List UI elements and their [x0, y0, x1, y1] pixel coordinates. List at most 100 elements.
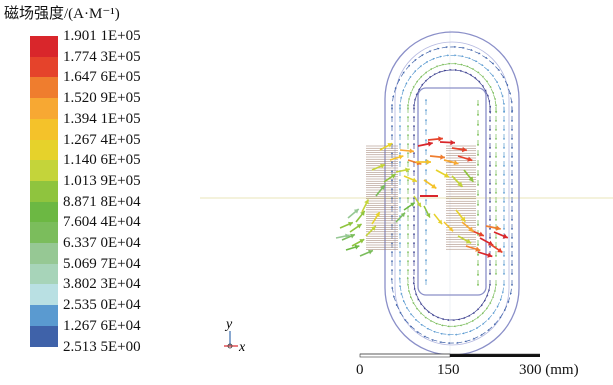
field-vector-head: [447, 54, 450, 57]
field-vector-head: [510, 210, 514, 212]
field-vector-head: [481, 75, 485, 78]
field-vector-head: [486, 68, 489, 71]
field-vector-head: [502, 246, 506, 248]
field-vector-head: [399, 311, 402, 314]
field-vector-head: [437, 219, 443, 225]
field-vector-head: [424, 189, 428, 191]
field-vector-head: [494, 192, 498, 194]
field-vector-head: [452, 318, 455, 322]
legend-swatch: [30, 263, 58, 285]
field-vector-head: [436, 65, 439, 68]
field-vector-head: [488, 264, 492, 266]
field-vector-head: [390, 277, 393, 280]
field-vector-head: [415, 319, 418, 322]
legend-swatch: [30, 118, 58, 140]
field-vector-head: [415, 93, 418, 96]
field-vector-head: [495, 111, 498, 114]
field-vector-head: [441, 324, 444, 327]
field-vector-head: [488, 228, 492, 230]
field-vector-head: [502, 255, 506, 257]
field-vector-head: [398, 251, 402, 253]
field-vector-head: [476, 264, 480, 266]
field-vector-head: [398, 154, 404, 160]
field-vector-head: [472, 337, 475, 340]
field-vector-head: [510, 192, 514, 194]
field-vector-head: [494, 183, 498, 185]
field-vector-head: [491, 62, 494, 65]
field-vector-head: [481, 304, 483, 307]
field-vector-head: [487, 252, 493, 258]
field-vector-head: [414, 70, 417, 73]
field-vector-head: [410, 325, 413, 328]
field-vector-head: [494, 284, 498, 286]
legend-swatch: [30, 325, 58, 347]
field-vector-head: [494, 273, 498, 275]
field-vector-head: [510, 165, 514, 167]
field-vector-head: [397, 78, 400, 81]
field-vector-head: [488, 147, 492, 149]
field-vector-head: [499, 316, 502, 319]
field-vector-head: [409, 91, 412, 94]
field-vector-head: [390, 174, 396, 179]
field-vector-head: [476, 154, 480, 156]
field-vector-head: [424, 119, 428, 121]
field-vector-head: [468, 176, 474, 182]
field-vector-head: [494, 165, 498, 167]
field-vector-head: [502, 174, 506, 176]
field-vector-head: [510, 120, 514, 122]
field-vector-head: [406, 104, 410, 106]
field-vector-head: [419, 65, 422, 68]
field-vector-head: [494, 156, 498, 158]
field-vector-head: [448, 62, 451, 65]
field-vector-head: [435, 322, 438, 325]
field-vector-head: [510, 138, 514, 140]
field-vector-head: [457, 318, 460, 321]
field-vector-head: [412, 215, 416, 217]
field-vector-head: [480, 333, 483, 336]
legend-swatch: [30, 201, 58, 223]
field-vector-head: [354, 244, 360, 250]
field-vector-head: [511, 110, 514, 113]
field-vector-head: [408, 289, 411, 292]
field-vector-head: [426, 213, 431, 218]
field-vector-head: [454, 54, 457, 57]
field-vector-head: [415, 293, 418, 296]
field-vector-head: [439, 341, 442, 344]
field-vector-head: [404, 319, 407, 322]
field-vector-head: [460, 216, 466, 222]
field-vector-head: [426, 159, 431, 165]
field-vector-head: [510, 129, 514, 131]
field-vector-head: [442, 63, 445, 66]
core-middle-outline: [394, 41, 510, 346]
field-vector-head: [483, 299, 486, 302]
field-vector-head: [430, 68, 433, 71]
field-vector-head: [488, 120, 492, 122]
field-vector-head: [476, 174, 480, 176]
field-vector-head: [494, 120, 498, 122]
field-vector-head: [454, 333, 457, 336]
field-vector-head: [472, 311, 475, 314]
legend-label: 1.140 6E+05: [63, 152, 141, 169]
field-vector-head: [407, 64, 410, 67]
field-vector-head: [488, 100, 491, 103]
field-vector-head: [453, 325, 456, 328]
field-vector-head: [424, 269, 428, 271]
field-vector-head: [478, 52, 481, 55]
field-vector-head: [409, 75, 412, 79]
field-vector-head: [447, 325, 450, 328]
field-vector-head: [487, 289, 491, 292]
field-vector-head: [494, 104, 498, 107]
field-vector-head: [424, 219, 428, 221]
field-vector-head: [487, 240, 494, 246]
field-vector-head: [502, 147, 506, 149]
field-vector-head: [488, 237, 492, 239]
field-vector-head: [494, 323, 497, 326]
field-vector-head: [477, 308, 480, 311]
legend-label: 2.513 5E+00: [63, 338, 141, 355]
field-vector-head: [398, 179, 402, 181]
core-inner-window: [417, 87, 487, 296]
field-vector-head: [424, 149, 428, 151]
field-vector-head: [439, 55, 442, 58]
field-vector-head: [494, 129, 498, 131]
